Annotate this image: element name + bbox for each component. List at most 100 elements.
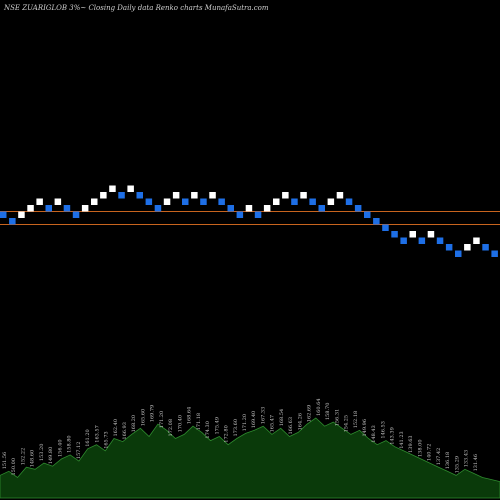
volume-label: 173.60 <box>233 419 239 437</box>
down-brick <box>9 218 16 225</box>
volume-label: 168.64 <box>187 407 193 425</box>
down-brick <box>482 244 489 251</box>
down-brick <box>145 198 153 205</box>
down-brick <box>391 231 398 238</box>
down-brick <box>236 211 244 218</box>
volume-label: 141.23 <box>399 431 405 449</box>
volume-label: 163.57 <box>94 425 100 443</box>
volume-label: 166.93 <box>122 422 128 440</box>
down-brick <box>218 198 225 205</box>
volume-label: 156.31 <box>334 409 340 427</box>
up-brick <box>109 185 116 192</box>
volume-label: 171.18 <box>196 413 202 431</box>
volume-label: 149.80 <box>48 447 54 465</box>
volume-label: 140.72 <box>427 444 433 462</box>
down-brick <box>200 198 207 205</box>
up-brick <box>18 211 25 218</box>
down-brick <box>182 198 189 205</box>
volume-label: 169.40 <box>251 411 257 429</box>
volume-label: 165.60 <box>141 409 147 427</box>
volume-area-path <box>0 417 500 499</box>
down-brick <box>364 211 371 218</box>
down-brick <box>345 198 353 205</box>
volume-label: 143.39 <box>390 427 396 445</box>
up-brick <box>163 198 171 205</box>
up-brick <box>36 198 43 205</box>
down-brick <box>445 244 453 251</box>
volume-label: 152.22 <box>21 448 27 466</box>
volume-label: 172.08 <box>168 419 174 437</box>
down-brick <box>455 250 462 257</box>
volume-label: 162.69 <box>307 405 313 423</box>
up-brick <box>127 185 134 192</box>
up-brick <box>27 205 34 212</box>
down-brick <box>136 192 143 199</box>
up-brick <box>100 192 107 199</box>
volume-label: 148.60 <box>30 450 36 468</box>
down-brick <box>436 237 444 244</box>
volume-label: 170.40 <box>177 415 183 433</box>
volume-label: 167.33 <box>261 407 267 425</box>
up-brick <box>209 192 216 199</box>
renko-bricks <box>0 185 498 257</box>
down-brick <box>254 211 262 218</box>
volume-label: 175.49 <box>214 417 220 435</box>
down-brick <box>291 198 298 205</box>
up-brick <box>427 231 435 238</box>
volume-label: 136.18 <box>445 452 451 470</box>
up-brick <box>473 237 480 244</box>
volume-label: 133.43 <box>464 450 470 468</box>
up-brick <box>81 205 89 212</box>
volume-label: 139.63 <box>408 435 414 453</box>
down-brick <box>318 205 325 212</box>
volume-label: 171.20 <box>159 411 165 429</box>
volume-area <box>0 417 500 499</box>
volume-label: 138.00 <box>417 440 423 458</box>
down-brick <box>373 218 380 225</box>
up-brick <box>336 192 344 199</box>
down-brick <box>382 224 389 231</box>
volume-label: 154.25 <box>344 415 350 433</box>
down-brick <box>354 205 362 212</box>
down-brick <box>63 205 71 212</box>
down-brick <box>400 237 407 244</box>
volume-label: 174.30 <box>205 421 211 439</box>
volume-label: 153.20 <box>39 444 45 462</box>
volume-label: 165.47 <box>270 415 276 433</box>
volume-label: 168.54 <box>279 409 285 427</box>
volume-label: 156.40 <box>57 440 63 458</box>
down-brick <box>72 211 80 218</box>
up-brick <box>273 198 280 205</box>
volume-label: 150.00 <box>11 458 17 476</box>
volume-label: 165.73 <box>104 431 110 449</box>
volume-label: 157.12 <box>76 442 82 460</box>
volume-label: 162.40 <box>113 419 119 437</box>
down-brick <box>227 205 234 212</box>
volume-label: 146.53 <box>381 421 387 439</box>
up-brick <box>245 205 253 212</box>
up-brick <box>409 231 416 238</box>
volume-label: 149.96 <box>362 419 368 437</box>
volume-label: 168.20 <box>131 415 137 433</box>
volume-label: 158.70 <box>325 403 331 421</box>
volume-label: 171.20 <box>242 414 248 432</box>
volume-label: 135.29 <box>454 456 460 474</box>
down-brick <box>418 237 426 244</box>
up-brick <box>91 198 98 205</box>
volume-label: 161.20 <box>85 429 91 447</box>
volume-label: 164.26 <box>297 413 303 431</box>
volume-label: 172.80 <box>224 425 230 443</box>
up-brick <box>263 205 271 212</box>
volume-label: 131.46 <box>473 454 479 472</box>
volume-label: 152.18 <box>353 411 359 429</box>
volume-label: 158.80 <box>67 435 73 453</box>
up-brick <box>464 244 471 251</box>
volume-label: 169.79 <box>150 405 156 423</box>
up-brick <box>191 192 198 199</box>
down-brick <box>0 211 7 218</box>
down-brick <box>118 192 125 199</box>
up-brick <box>300 192 307 199</box>
down-brick <box>491 250 498 257</box>
